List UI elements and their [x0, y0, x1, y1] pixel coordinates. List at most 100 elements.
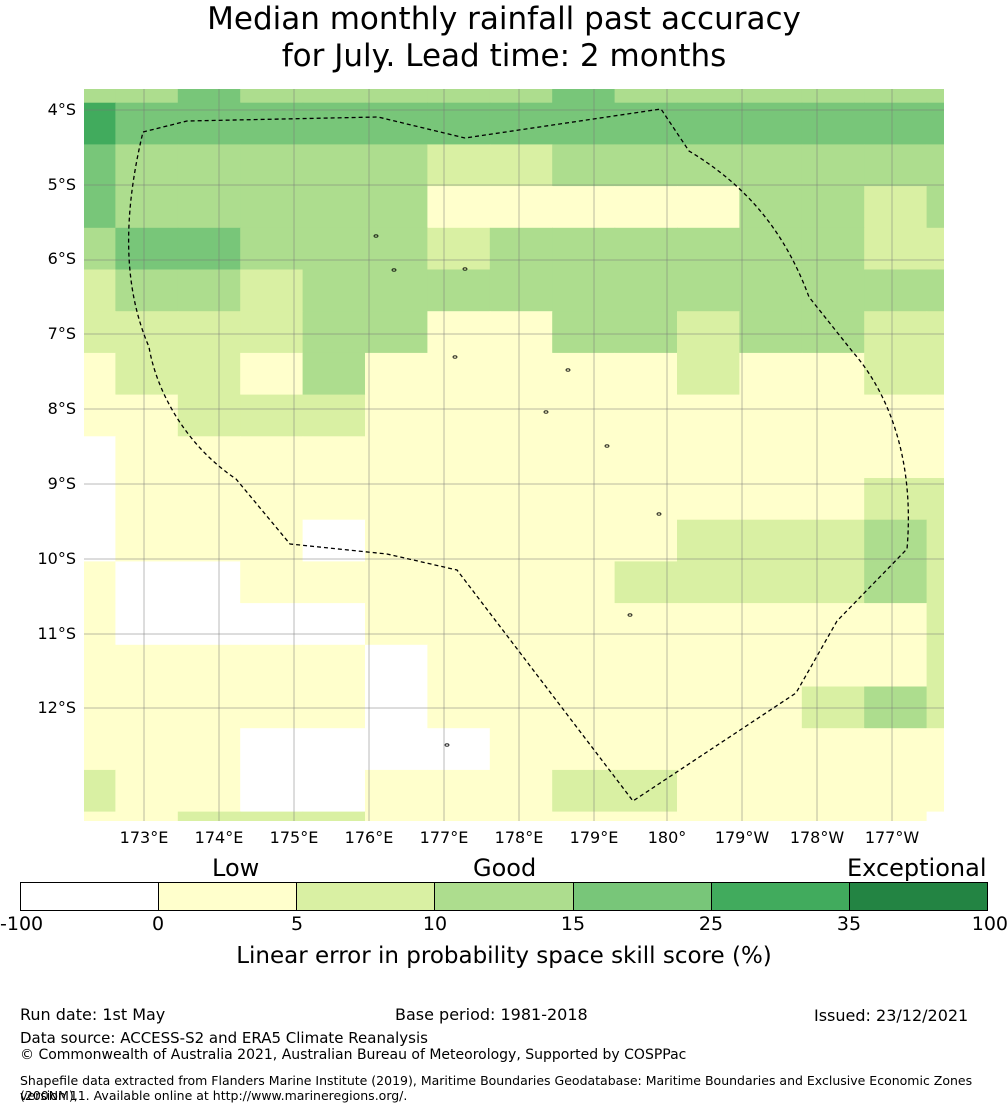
grid-cell	[801, 561, 865, 604]
grid-cell	[801, 478, 865, 521]
grid-cell	[677, 186, 740, 229]
grid-cell	[240, 603, 304, 646]
grid-cell	[677, 436, 740, 479]
grid-cell	[489, 603, 553, 646]
grid-cell	[302, 519, 366, 562]
grid-cell	[739, 644, 803, 688]
grid-cell	[739, 61, 803, 104]
grid-cell	[365, 61, 428, 104]
grid-cell	[739, 186, 803, 229]
colorbar-segment	[297, 883, 436, 910]
grid-cell	[739, 769, 803, 813]
grid-cell	[677, 269, 740, 312]
grid-cell	[240, 394, 304, 437]
grid-cell	[115, 686, 179, 729]
grid-cell	[801, 227, 865, 271]
grid-cell	[801, 394, 865, 437]
grid-cell	[427, 269, 491, 312]
grid-cell	[739, 436, 803, 479]
grid-cell	[302, 61, 366, 104]
grid-cell	[677, 311, 740, 354]
lat-label-8s: 8°S	[47, 399, 76, 418]
grid-cell	[552, 269, 616, 312]
grid-cell	[53, 311, 116, 354]
grid-cell	[365, 561, 428, 604]
grid-cell	[864, 644, 928, 688]
lat-label-7s: 7°S	[47, 324, 76, 343]
grid-cell	[801, 269, 865, 312]
grid-cell	[427, 102, 491, 145]
grid-cell	[240, 311, 304, 354]
grid-cell	[427, 394, 491, 437]
grid-cell	[489, 102, 553, 145]
grid-cell	[614, 352, 678, 396]
grid-cell	[552, 811, 616, 854]
grid-cell	[864, 686, 928, 729]
run-date: Run date: 1st May	[20, 1005, 166, 1024]
grid-cell	[177, 227, 241, 271]
grid-cell	[240, 144, 304, 187]
grid-cell	[739, 352, 803, 396]
grid-cell	[801, 603, 865, 646]
grid-cell	[677, 352, 740, 396]
grid-cell	[926, 186, 990, 229]
grid-cell	[365, 478, 428, 521]
grid-cell	[115, 644, 179, 688]
grid-cell	[614, 61, 678, 104]
legend-category-good: Good	[473, 854, 537, 882]
grid-cell	[614, 519, 678, 562]
grid-cell	[240, 728, 304, 771]
grid-cell	[801, 352, 865, 396]
grid-cell	[302, 269, 366, 312]
grid-cell	[926, 394, 990, 437]
grid-cell	[115, 102, 179, 145]
grid-cell	[926, 102, 990, 145]
legend-category-low: Low	[212, 854, 260, 882]
grid-cell	[552, 728, 616, 771]
grid-cell	[864, 227, 928, 271]
grid-cell	[801, 186, 865, 229]
lat-label-6s: 6°S	[47, 249, 76, 268]
grid-cell	[552, 644, 616, 688]
colorbar-tick: -100	[0, 913, 44, 935]
grid-cell	[240, 102, 304, 145]
grid-cell	[177, 269, 241, 312]
grid-cell	[926, 644, 990, 688]
copyright-notice: © Commonwealth of Australia 2021, Austra…	[20, 1047, 687, 1063]
grid-cell	[739, 144, 803, 187]
island-outline	[373, 234, 379, 238]
grid-cell	[427, 478, 491, 521]
grid-cell	[177, 811, 241, 854]
colorbar-tick: 5	[290, 913, 304, 935]
grid-cell	[864, 311, 928, 354]
grid-cell	[926, 478, 990, 521]
grid-cell	[365, 519, 428, 562]
grid-cell	[177, 186, 241, 229]
grid-cell	[677, 102, 740, 145]
grid-cell	[53, 811, 116, 854]
grid-cell	[677, 728, 740, 771]
grid-cell	[801, 311, 865, 354]
grid-cell	[614, 186, 678, 229]
grid-cell	[177, 603, 241, 646]
grid-cell	[302, 102, 366, 145]
grid-cell	[739, 227, 803, 271]
map-title-line1: Median monthly rainfall past accuracy	[207, 1, 801, 37]
grid-cell	[801, 102, 865, 145]
lat-label-5s: 5°S	[47, 175, 76, 194]
grid-cell	[53, 61, 116, 104]
grid-cell	[739, 102, 803, 145]
grid-cell	[739, 603, 803, 646]
colorbar-segment	[711, 883, 850, 910]
grid-cell	[115, 311, 179, 354]
grid-cell	[926, 603, 990, 646]
grid-cell	[489, 728, 553, 771]
grid-cell	[677, 644, 740, 688]
grid-cell	[552, 186, 616, 229]
grid-cell	[614, 436, 678, 479]
grid-cell	[365, 394, 428, 437]
grid-cell	[53, 436, 116, 479]
grid-cell	[177, 352, 241, 396]
grid-cell	[365, 227, 428, 271]
grid-cell	[489, 769, 553, 813]
